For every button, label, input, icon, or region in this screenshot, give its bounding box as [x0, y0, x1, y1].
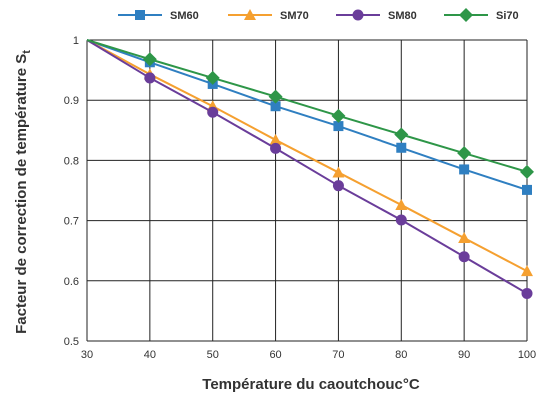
data-point-si70 — [394, 127, 409, 142]
x-tick-label: 40 — [144, 349, 156, 361]
data-point-sm70 — [269, 133, 282, 145]
data-point-si70 — [520, 164, 534, 179]
legend-marker-sm80 — [352, 9, 364, 21]
series-line-sm80 — [86, 39, 528, 295]
series-sm80 — [86, 39, 533, 299]
x-tick-label: 100 — [518, 349, 536, 361]
series-line-sm70 — [86, 39, 528, 273]
data-point-si70 — [331, 108, 346, 123]
data-point-sm70 — [521, 265, 533, 277]
legend: SM60 SM70 SM80 Si70 — [118, 8, 519, 22]
x-tick-label: 60 — [269, 349, 281, 361]
x-tick-label: 70 — [332, 349, 344, 361]
data-point-si70 — [205, 70, 220, 85]
legend-label-si70: Si70 — [496, 10, 519, 22]
legend-label-sm80: SM80 — [388, 10, 417, 22]
y-tick-label: 0.5 — [64, 336, 79, 348]
y-tick-label: 0.6 — [64, 276, 79, 288]
data-point-sm60 — [459, 164, 470, 175]
data-point-sm80 — [395, 214, 407, 226]
data-point-si70 — [268, 89, 283, 104]
data-point-sm60 — [396, 142, 407, 153]
legend-label-sm60: SM60 — [170, 10, 199, 22]
legend-item-sm70: SM70 — [228, 9, 309, 22]
legend-item-si70: Si70 — [444, 8, 519, 22]
x-axis-title: Température du caoutchouc°C — [202, 376, 420, 393]
y-tick-label: 0.9 — [64, 95, 79, 107]
y-axis-title: Facteur de correction de température St — [13, 50, 33, 334]
legend-marker-si70 — [459, 8, 473, 22]
data-point-sm70 — [395, 198, 408, 210]
data-point-sm70 — [332, 166, 345, 178]
y-tick-label: 0.7 — [64, 216, 79, 228]
legend-item-sm60: SM60 — [118, 10, 199, 22]
legend-item-sm80: SM80 — [336, 9, 417, 22]
series-sm60 — [86, 39, 532, 195]
y-axis-title-subscript: t — [21, 50, 33, 54]
series-layer — [86, 39, 534, 299]
data-point-sm80 — [144, 72, 156, 84]
x-tick-label: 30 — [81, 349, 93, 361]
data-point-sm80 — [332, 180, 344, 192]
legend-marker-sm60 — [135, 10, 145, 20]
series-line-si70 — [86, 39, 528, 173]
data-point-sm70 — [458, 232, 471, 244]
y-axis-title-main: Facteur de correction de température S — [13, 54, 30, 334]
data-point-sm60 — [522, 184, 532, 195]
legend-marker-sm70 — [244, 9, 256, 20]
data-point-sm80 — [521, 287, 533, 299]
data-point-si70 — [142, 52, 157, 67]
legend-label-sm70: SM70 — [280, 10, 309, 22]
data-point-sm80 — [458, 251, 470, 263]
x-tick-label: 80 — [395, 349, 407, 361]
x-tick-label: 90 — [458, 349, 470, 361]
y-tick-label: 0.8 — [64, 155, 79, 167]
data-point-si70 — [457, 146, 472, 161]
data-point-sm60 — [270, 101, 281, 112]
x-tick-label: 50 — [207, 349, 219, 361]
data-point-sm80 — [270, 142, 282, 154]
grid — [86, 39, 528, 342]
tick-labels: 30 40 50 60 70 80 90 100 0.5 0.6 0.7 0.8 0.9 1 — [64, 35, 536, 361]
y-tick-label: 1 — [73, 35, 79, 47]
data-point-sm80 — [207, 106, 219, 118]
data-point-sm60 — [333, 121, 344, 132]
series-line-sm60 — [86, 39, 528, 191]
series-si70 — [86, 39, 534, 179]
